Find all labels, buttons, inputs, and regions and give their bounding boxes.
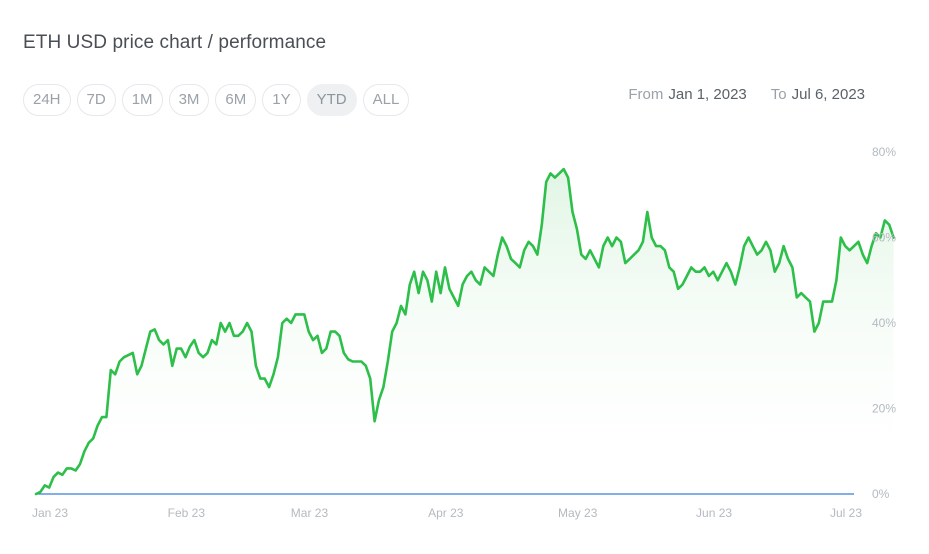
x-tick-label: Jul 23 <box>830 506 862 520</box>
date-to-value: Jul 6, 2023 <box>791 86 865 103</box>
x-tick-label: Feb 23 <box>168 506 206 520</box>
price-area <box>36 169 894 494</box>
range-button-24h[interactable]: 24H <box>23 84 71 116</box>
range-button-1m[interactable]: 1M <box>121 84 163 116</box>
range-button-3m[interactable]: 3M <box>168 84 210 116</box>
y-tick-label: 80% <box>872 145 896 159</box>
x-tick-label: Jan 23 <box>32 506 68 520</box>
date-from[interactable]: From Jan 1, 2023 <box>628 86 746 103</box>
range-button-6m[interactable]: 6M <box>215 84 257 116</box>
y-tick-label: 40% <box>872 316 896 330</box>
y-tick-label: 60% <box>872 231 896 245</box>
x-tick-label: Apr 23 <box>428 506 464 520</box>
date-range: From Jan 1, 2023 To Jul 6, 2023 <box>628 86 865 103</box>
range-button-1y[interactable]: 1Y <box>262 84 301 116</box>
price-line <box>34 167 895 496</box>
range-button-ytd[interactable]: YTD <box>306 84 357 116</box>
x-axis: Jan 23 Feb 23 Mar 23 Apr 23 May 23 Jun 23 Jul … <box>32 506 862 520</box>
y-axis: 0% 20% 40% 60% 80% <box>872 145 896 501</box>
date-to-label: To <box>770 86 787 103</box>
range-button-all[interactable]: ALL <box>362 84 410 116</box>
y-tick-label: 20% <box>872 402 896 416</box>
range-button-7d[interactable]: 7D <box>76 84 116 116</box>
x-tick-label: Jun 23 <box>696 506 732 520</box>
page-title: ETH USD price chart / performance <box>23 32 327 53</box>
date-from-value: Jan 1, 2023 <box>668 86 747 103</box>
y-tick-label: 0% <box>872 487 890 501</box>
x-tick-label: May 23 <box>558 506 598 520</box>
date-from-label: From <box>628 86 664 103</box>
date-to[interactable]: To Jul 6, 2023 <box>771 86 865 103</box>
x-tick-label: Mar 23 <box>291 506 329 520</box>
time-range-selector: 24H 7D 1M 3M 6M 1Y YTD ALL <box>23 84 410 116</box>
